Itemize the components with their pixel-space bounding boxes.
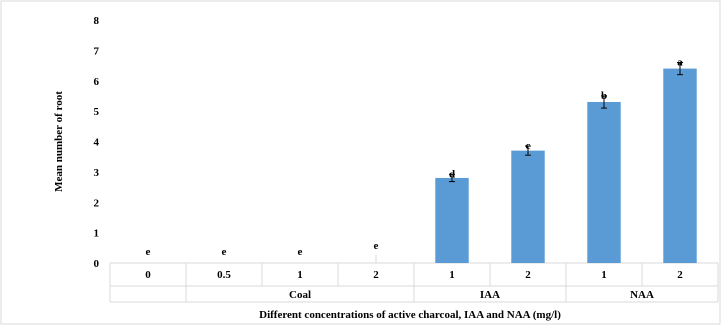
- y-tick-label: 4: [94, 137, 100, 149]
- error-bars: [375, 62, 683, 263]
- bar: [435, 177, 469, 263]
- bars: [435, 68, 697, 263]
- bar: [587, 102, 621, 263]
- y-tick-label: 6: [94, 76, 100, 88]
- x-category-label: 2: [373, 269, 379, 281]
- y-tick-label: 5: [94, 106, 100, 118]
- x-category-label: 0.5: [217, 269, 231, 281]
- x-category-label: 0: [145, 269, 151, 281]
- significance-letter: e: [222, 246, 227, 258]
- y-tick-labels: 0 1 2 3 4 5 6 7 8: [94, 15, 100, 270]
- x-group-label: IAA: [480, 289, 500, 301]
- x-category-label: 1: [297, 269, 303, 281]
- y-tick-label: 7: [94, 45, 100, 57]
- x-category-label: 2: [525, 269, 531, 281]
- x-group-label: Coal: [289, 289, 311, 301]
- x-category-label: 1: [601, 269, 607, 281]
- significance-letter: c: [526, 140, 531, 152]
- significance-letter: e: [146, 246, 151, 258]
- x-group-label: NAA: [630, 289, 654, 301]
- x-axis-title: Different concentrations of active charc…: [259, 309, 561, 321]
- significance-letter: b: [601, 90, 607, 102]
- y-tick-label: 3: [94, 167, 100, 179]
- y-tick-label: 8: [94, 15, 100, 27]
- y-tick-label: 0: [94, 258, 100, 270]
- significance-letter: a: [677, 57, 683, 69]
- significance-letter: d: [449, 168, 455, 180]
- significance-letter: e: [298, 246, 303, 258]
- x-category-table: 0 0.5 1 2 1 2 1 2 Coal IAA NAA: [145, 269, 683, 301]
- x-category-label: 1: [449, 269, 455, 281]
- y-axis-title: Mean number of root: [53, 91, 65, 192]
- x-category-label: 2: [677, 269, 683, 281]
- significance-labels: e e e e d c b a: [146, 57, 684, 258]
- bar: [663, 68, 697, 263]
- bar: [511, 150, 545, 263]
- y-tick-label: 1: [94, 228, 100, 240]
- y-tick-label: 2: [94, 197, 100, 209]
- significance-letter: e: [374, 240, 379, 252]
